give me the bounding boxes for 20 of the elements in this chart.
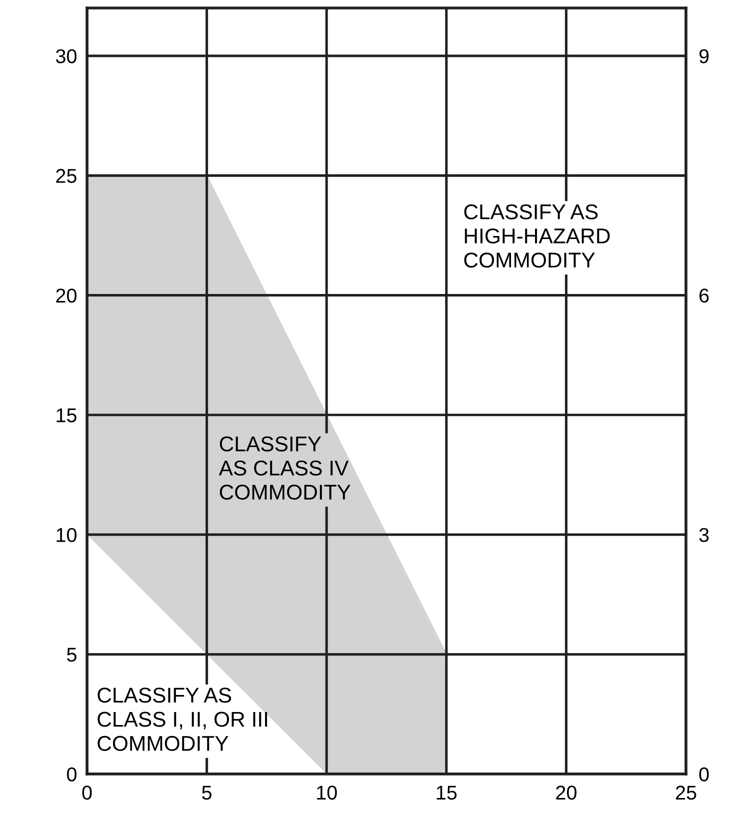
x-tick-label: 0 <box>82 786 92 800</box>
y-tick-label: 20 <box>56 288 77 303</box>
x-tick-label: 15 <box>436 786 457 800</box>
y-tick-label: 30 <box>56 49 77 64</box>
annotation: CLASSIFY AS CLASS IV COMMODITY <box>218 436 351 500</box>
x-tick-label: 5 <box>202 786 212 800</box>
y-tick-label: 15 <box>56 408 76 422</box>
y2-tick-label: 9 <box>699 49 709 64</box>
y2-tick-label: 6 <box>700 288 709 303</box>
x-tick-label: 20 <box>556 786 576 800</box>
y-tick-label: 10 <box>56 528 77 542</box>
x-tick-label: 25 <box>676 786 696 800</box>
x-tick-label: 10 <box>317 786 337 800</box>
annotation: CLASSIFY AS CLASS I, II, OR III COMMODITY <box>98 688 268 751</box>
y2-tick-label: 0 <box>699 767 709 782</box>
y-tick-label: 0 <box>67 767 76 782</box>
y-tick-label: 5 <box>67 648 76 662</box>
y-tick-label: 25 <box>56 168 76 183</box>
y2-tick-label: 3 <box>699 528 709 542</box>
annotation: CLASSIFY AS HIGH-HAZARD COMMODITY <box>464 204 610 268</box>
